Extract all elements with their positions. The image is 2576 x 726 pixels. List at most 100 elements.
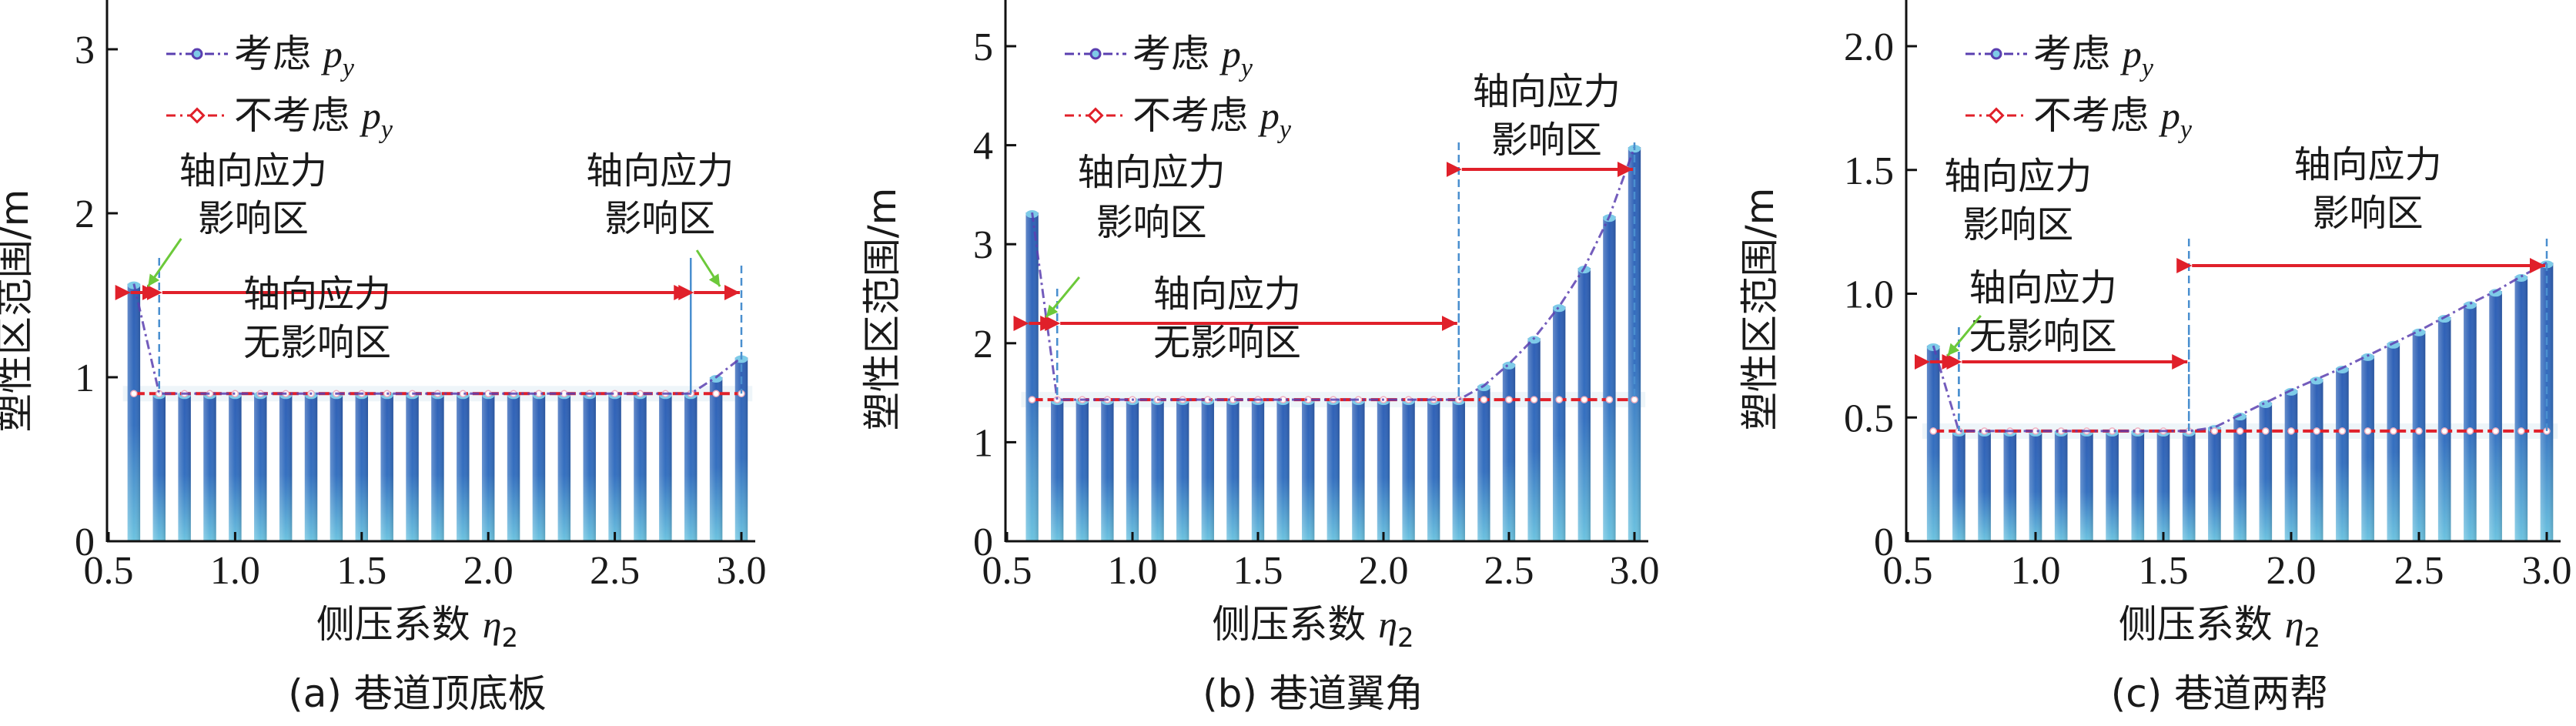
bar-shading (304, 393, 318, 541)
point-not-considered (2364, 427, 2372, 435)
point-not-considered (459, 390, 467, 398)
bar-shading (1302, 400, 1315, 541)
bar-cap (1502, 361, 1516, 370)
bar-shading (2080, 430, 2093, 541)
y-tick-label: 1 (973, 421, 993, 465)
bar-shading (1126, 400, 1139, 541)
pointer-arrow (1946, 315, 1982, 356)
bar-shading (2284, 390, 2298, 541)
bar-shading (152, 393, 166, 541)
chart-panel-c: 0.5 1.0 1.5 2.0 2.5 3.000.51.01.52.0塑性区范围/m侧压… (1738, 0, 2572, 716)
zone-label-line2: 影响区 (2313, 192, 2424, 235)
bar-shading (507, 393, 520, 541)
bar-shading (2387, 343, 2400, 541)
x-tick-label: 2.5 (1484, 549, 1534, 593)
legend-symbol: p (360, 94, 381, 137)
zone-label-line2: 影响区 (1491, 119, 1602, 162)
zone-label-line1: 轴向应力 (179, 149, 327, 192)
legend-label: 不考虑 py (234, 93, 393, 144)
bar-shading (2233, 415, 2246, 541)
bar-shading (1527, 338, 1541, 541)
legend-considered: 考虑 py (166, 32, 355, 82)
bar-shading (557, 393, 571, 541)
point-not-considered (1631, 396, 1638, 403)
bar-shading (1176, 400, 1189, 541)
bar-shading (1352, 400, 1365, 541)
point-not-considered (231, 390, 239, 398)
legend-symbol: p (2159, 94, 2180, 137)
bar-shading (254, 393, 267, 541)
bar-shading (178, 393, 191, 541)
zone-label-line2: 影响区 (604, 197, 715, 240)
zone-label-line2: 影响区 (1096, 201, 1207, 244)
x-tick-label: 3.0 (1610, 549, 1660, 593)
point-not-considered (2466, 427, 2474, 435)
zone-label-line1: 轴向应力 (1969, 266, 2117, 309)
legend-text: 不考虑 (2033, 93, 2161, 138)
zone-label-line2: 无影响区 (243, 321, 391, 364)
legend-not-considered: 不考虑 py (166, 93, 393, 144)
bar-shading (684, 393, 698, 541)
bar-shading (2259, 402, 2273, 541)
legend-label: 考虑 py (234, 32, 355, 82)
y-tick-label: 1.0 (1844, 273, 1894, 317)
legend-considered: 考虑 py (1065, 32, 1253, 82)
legend-label: 不考虑 py (2033, 93, 2193, 144)
panel-caption: (c) 巷道两帮 (2111, 671, 2328, 716)
legend-symbol: p (1219, 32, 1241, 75)
x-axis-label-subscript: 2 (502, 623, 519, 654)
x-tick-label: 1.0 (1108, 549, 1158, 593)
point-not-considered (1929, 427, 1937, 435)
bar-shading (431, 393, 444, 541)
bar-shading (203, 393, 216, 541)
y-tick-label: 1.5 (1844, 149, 1894, 193)
y-tick-label: 3 (973, 223, 993, 267)
bar-shading (1603, 216, 1616, 541)
bar-shading (2514, 276, 2528, 541)
zone-label-line2: 影响区 (198, 197, 309, 240)
legend-symbol: p (2120, 32, 2142, 75)
bar-shading (2106, 430, 2119, 541)
bar-shading (2054, 430, 2068, 541)
x-tick-label: 2.5 (2394, 549, 2444, 593)
point-not-considered (130, 390, 138, 398)
bar-shading (406, 393, 419, 541)
bar-cap (2284, 387, 2298, 396)
bar-cap (2489, 289, 2502, 297)
bar-shading (127, 283, 141, 541)
point-not-considered (2390, 427, 2397, 435)
y-tick-label: 2 (75, 192, 95, 236)
point-not-considered (1028, 396, 1036, 403)
zone-label-line1: 轴向应力 (1078, 151, 1226, 194)
bar-shading (2464, 303, 2477, 541)
bar-shading (2182, 430, 2196, 541)
legend-label: 不考虑 py (1132, 93, 1292, 144)
legend-text: 考虑 (1132, 32, 1222, 76)
bar-shading (1151, 400, 1164, 541)
legend-subscript: y (379, 115, 393, 144)
point-not-considered (1555, 396, 1563, 403)
legend-circle-marker (1990, 48, 2002, 60)
bar-shading (2208, 427, 2221, 541)
zone-label-line1: 轴向应力 (1944, 155, 2092, 198)
y-tick-label: 1 (75, 356, 95, 400)
series-line-considered (1031, 146, 1636, 401)
point-not-considered (1530, 396, 1538, 403)
bar-shading (532, 393, 546, 541)
zone-label-line2: 无影响区 (1153, 321, 1301, 364)
bar-shading (1452, 400, 1465, 541)
y-tick-label: 0 (1874, 520, 1894, 564)
legend-subscript: y (2139, 54, 2154, 82)
bar-cap (2464, 301, 2477, 309)
panel-caption: (b) 巷道翼角 (1203, 671, 1423, 716)
legend-text: 不考虑 (234, 93, 362, 138)
x-axis-label-subscript: 2 (1397, 623, 1414, 654)
zone-label-line1: 轴向应力 (2294, 143, 2442, 186)
bar-shading (279, 393, 293, 541)
point-not-considered (2441, 427, 2448, 435)
legend-text: 考虑 (234, 32, 323, 76)
point-not-considered (1605, 396, 1614, 403)
point-not-considered (2262, 427, 2270, 435)
